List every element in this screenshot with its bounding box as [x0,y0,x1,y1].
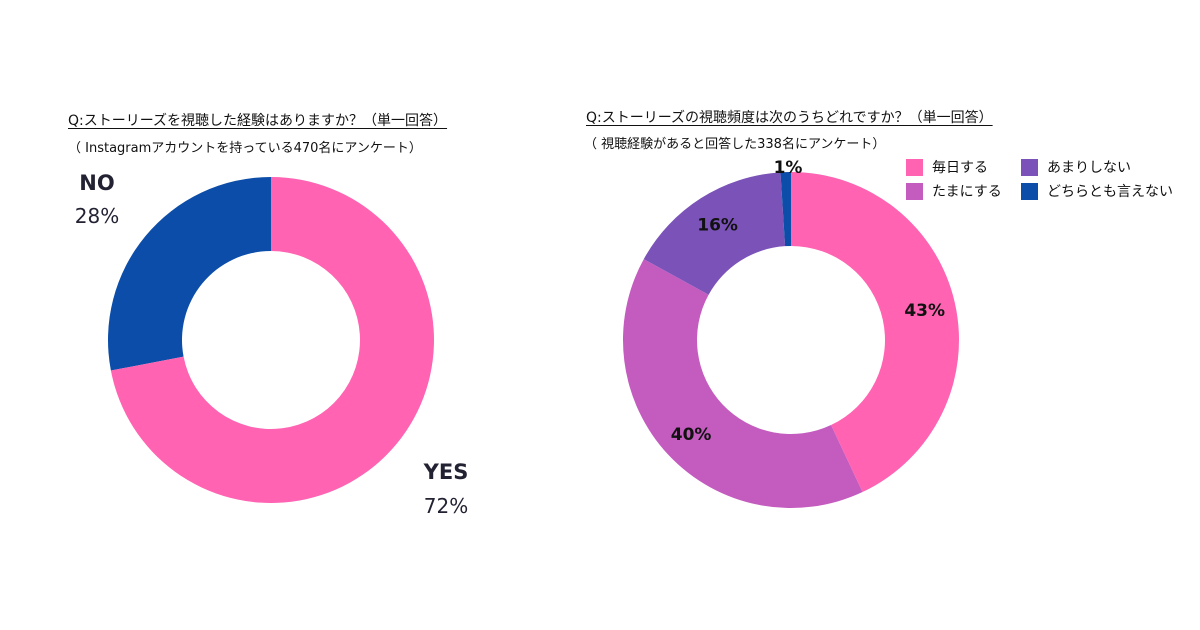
legend-item-3: どちらとも言えない [1021,181,1173,201]
chart-1-slice-0 [791,172,959,493]
chart-0-slice-0 [107,177,271,371]
chart-left: Q:ストーリーズを視聴した経験はありますか？（単一回答） （ Instagram… [0,0,560,630]
legend-label-2: あまりしない [1047,160,1131,176]
chart-right-donut: 43% 40% 16% 1% [623,158,959,509]
legend-item-1: たまにする [906,181,1002,201]
chart-0-value-label-0: 28% [75,204,119,228]
chart-1-value-label-2: 16% [697,215,738,235]
chart-1-slice-2 [643,172,786,295]
chart-1-value-label-1: 40% [671,425,712,445]
legend-swatch-0 [906,158,923,176]
chart-1-slice-1 [623,259,863,509]
legend-label-1: たまにする [932,184,1002,200]
chart-0-value-label-1: 72% [424,494,468,518]
chart-right: Q:ストーリーズの視聴頻度は次のうちどれですか？（単一回答） （ 視聴経験がある… [560,0,1200,630]
chart-left-title: Q:ストーリーズを視聴した経験はありますか？（単一回答） [68,113,448,129]
legend-swatch-3 [1021,182,1038,200]
chart-1-value-label-3: 1% [774,158,803,178]
legend-swatch-2 [1021,158,1038,176]
chart-right-legend: 毎日するたまにする あまりしないどちらとも言えない [906,157,1196,213]
chart-right-subtitle: （ 視聴経験があると回答した338名にアンケート） [584,137,886,152]
legend-label-0: 毎日する [932,160,988,176]
legend-item-0: 毎日する [906,157,988,177]
legend-item-2: あまりしない [1021,157,1131,177]
chart-left-donut: NO 28% YES 72% [75,171,469,518]
chart-1-slice-3 [780,172,791,247]
chart-right-title: Q:ストーリーズの視聴頻度は次のうちどれですか？（単一回答） [586,110,993,126]
legend-swatch-1 [906,182,923,200]
chart-0-category-label-1: YES [423,460,469,484]
legend-label-3: どちらとも言えない [1047,184,1173,200]
chart-0-slice-1 [110,177,435,504]
chart-left-subtitle: （ Instagramアカウントを持っている470名にアンケート） [68,141,422,156]
chart-1-value-label-0: 43% [904,301,945,321]
chart-0-category-label-0: NO [79,171,114,195]
